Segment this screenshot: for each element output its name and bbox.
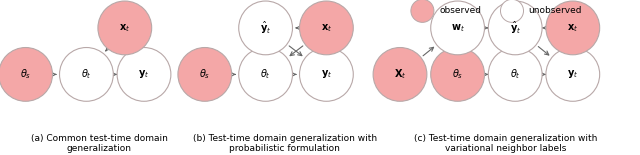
Text: $\theta_s$: $\theta_s$ [199,67,211,81]
Ellipse shape [546,48,600,101]
Ellipse shape [0,48,52,101]
Text: $\theta_t$: $\theta_t$ [510,67,520,81]
Ellipse shape [117,48,171,101]
Text: $\mathbf{y}_t$: $\mathbf{y}_t$ [321,68,332,80]
Text: $\mathbf{x}_t$: $\mathbf{x}_t$ [321,22,332,34]
Ellipse shape [60,48,113,101]
Ellipse shape [488,1,542,55]
Text: $\theta_t$: $\theta_t$ [81,67,92,81]
Text: $\mathbf{w}_t$: $\mathbf{w}_t$ [451,22,465,34]
Ellipse shape [300,1,353,55]
Text: $\mathbf{x}_t$: $\mathbf{x}_t$ [567,22,579,34]
Text: $\mathbf{X}_t$: $\mathbf{X}_t$ [394,67,406,81]
Ellipse shape [500,0,524,22]
Text: $\hat{\mathbf{y}}_t$: $\hat{\mathbf{y}}_t$ [509,20,521,36]
Text: unobserved: unobserved [529,6,582,15]
Ellipse shape [178,48,232,101]
Ellipse shape [300,48,353,101]
Ellipse shape [546,1,600,55]
Ellipse shape [239,1,292,55]
Ellipse shape [431,48,484,101]
Text: $\mathbf{y}_t$: $\mathbf{y}_t$ [567,68,579,80]
Ellipse shape [98,1,152,55]
Text: (a) Common test-time domain
generalization: (a) Common test-time domain generalizati… [31,134,168,153]
Ellipse shape [488,48,542,101]
Text: $\theta_s$: $\theta_s$ [20,67,31,81]
Text: (b) Test-time domain generalization with
probabilistic formulation: (b) Test-time domain generalization with… [193,134,377,153]
Text: $\theta_s$: $\theta_s$ [452,67,463,81]
Ellipse shape [431,1,484,55]
Text: $\hat{\mathbf{y}}_t$: $\hat{\mathbf{y}}_t$ [260,20,271,36]
Text: $\mathbf{y}_t$: $\mathbf{y}_t$ [138,68,150,80]
Text: observed: observed [439,6,481,15]
Text: $\theta_t$: $\theta_t$ [260,67,271,81]
Text: (c) Test-time domain generalization with
variational neighbor labels: (c) Test-time domain generalization with… [414,134,597,153]
Text: $\mathbf{x}_t$: $\mathbf{x}_t$ [119,22,131,34]
Ellipse shape [411,0,434,22]
Ellipse shape [373,48,427,101]
Ellipse shape [239,48,292,101]
